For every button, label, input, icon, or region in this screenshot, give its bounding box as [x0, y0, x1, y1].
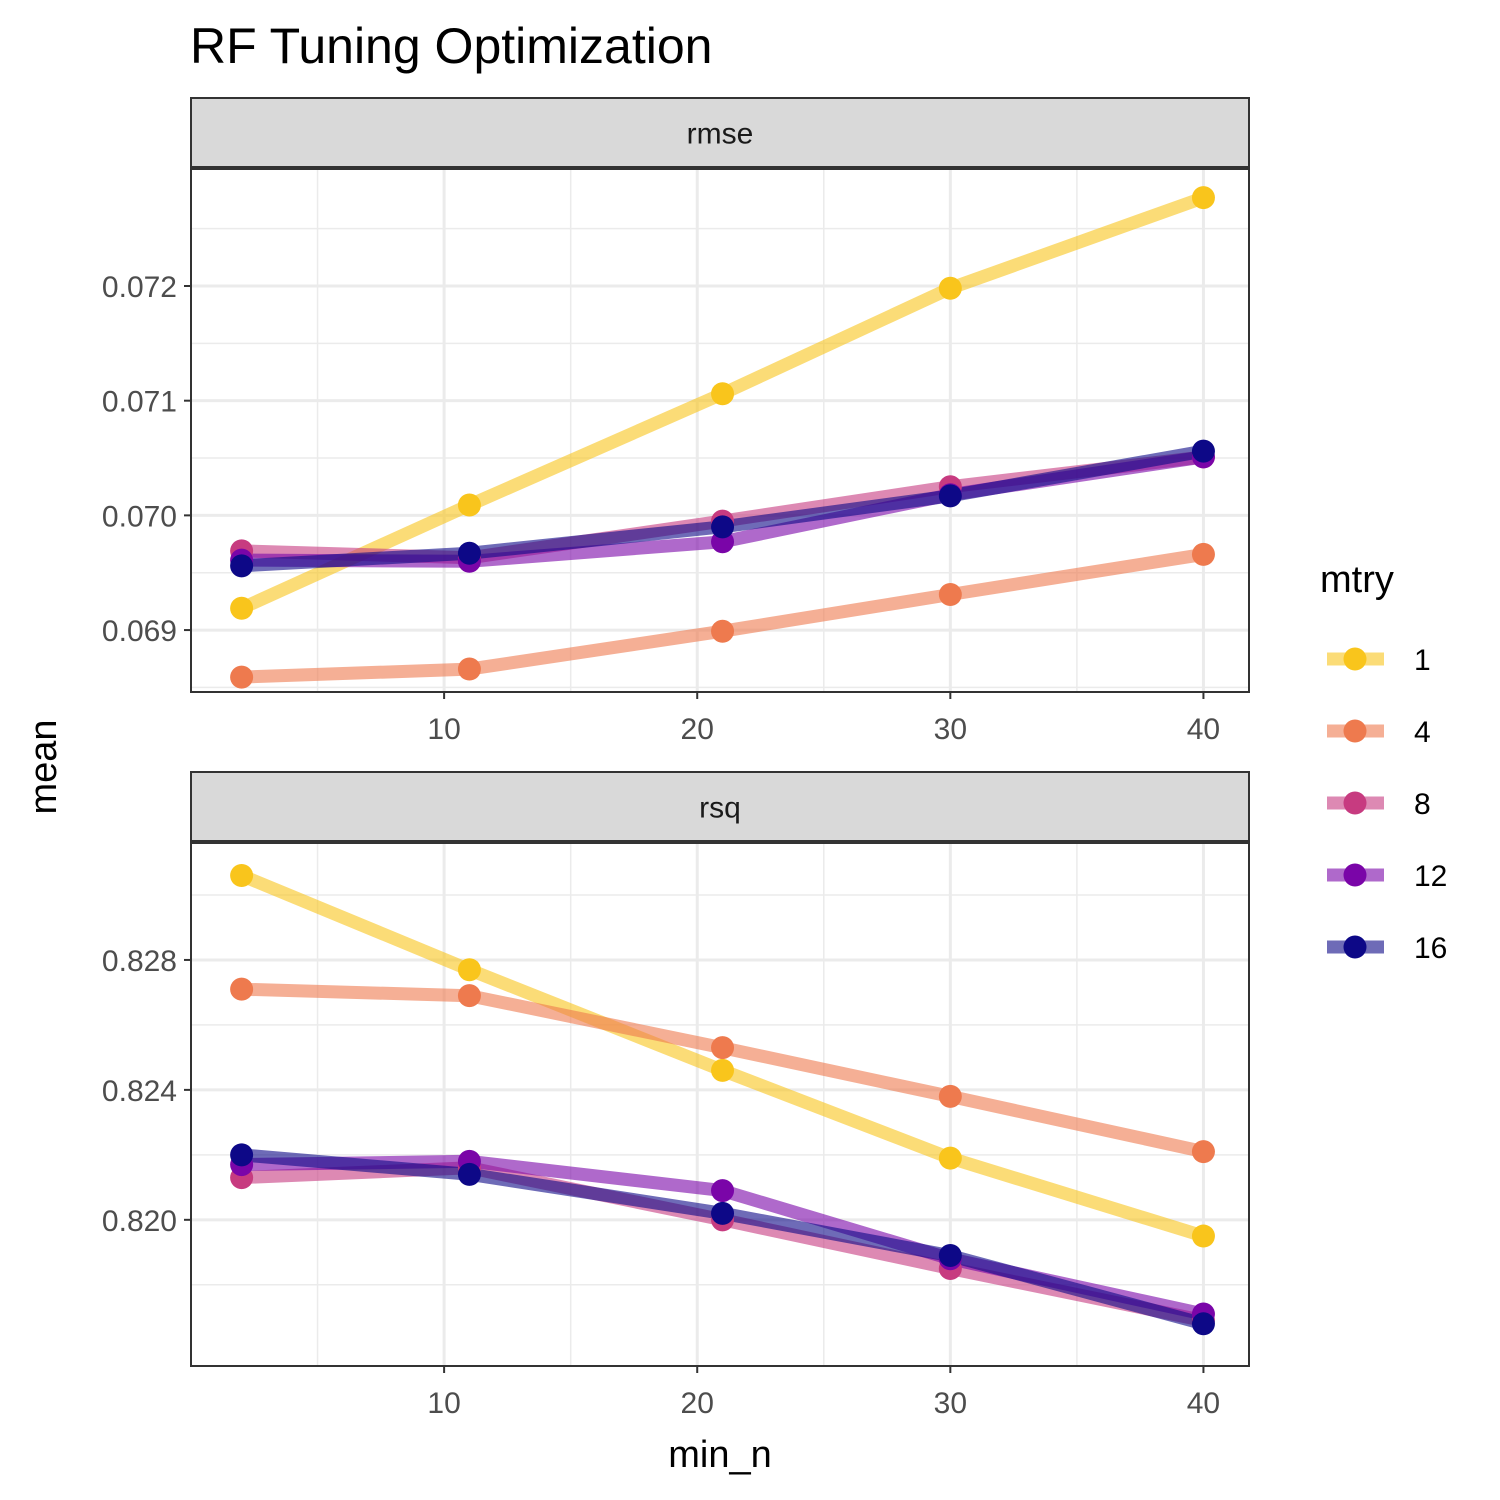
- data-point-mtry-4: [457, 984, 481, 1008]
- y-tick-label: 0.069: [102, 615, 177, 648]
- legend-label: 16: [1414, 932, 1447, 965]
- data-point-mtry-4: [457, 657, 481, 681]
- data-point-mtry-4: [1191, 542, 1215, 566]
- facet-strip: [190, 97, 1250, 168]
- legend-label: 1: [1414, 644, 1431, 677]
- data-point-mtry-1: [711, 1058, 735, 1082]
- data-point-mtry-16: [711, 515, 735, 539]
- data-point-mtry-1: [1191, 1224, 1215, 1248]
- legend-key-point: [1343, 719, 1367, 743]
- data-point-mtry-4: [938, 583, 962, 607]
- y-tick-label: 0.820: [102, 1205, 177, 1238]
- data-point-mtry-1: [938, 1146, 962, 1170]
- legend-label: 4: [1414, 716, 1431, 749]
- facet-panel-rsq: rsq 0.820 0.824 0.828 10 20 30 40: [102, 771, 1250, 1420]
- data-point-mtry-1: [938, 276, 962, 300]
- data-point-mtry-16: [711, 1201, 735, 1225]
- panel-border: [190, 842, 1250, 1367]
- data-point-mtry-12: [711, 1179, 735, 1203]
- legend-label: 8: [1414, 788, 1431, 821]
- data-point-mtry-16: [938, 484, 962, 508]
- x-axis-title: min_n: [668, 1434, 772, 1476]
- data-point-mtry-16: [938, 1244, 962, 1268]
- legend-key-point: [1343, 647, 1367, 671]
- legend: mtry 1 4 8 12 16: [1320, 559, 1447, 965]
- facet-strip-label: rmse: [687, 118, 754, 151]
- data-point-mtry-1: [711, 382, 735, 406]
- data-point-mtry-4: [711, 619, 735, 643]
- data-point-mtry-16: [1191, 1312, 1215, 1336]
- x-tick-label: 20: [681, 1387, 714, 1420]
- facet-strip: [190, 771, 1250, 842]
- y-tick-label: 0.072: [102, 271, 177, 304]
- data-point-mtry-4: [230, 665, 254, 689]
- data-point-mtry-16: [230, 554, 254, 578]
- x-tick-label: 40: [1187, 713, 1220, 746]
- legend-title: mtry: [1320, 559, 1394, 601]
- x-tick-label: 10: [427, 713, 460, 746]
- x-tick-label: 10: [427, 1387, 460, 1420]
- data-point-mtry-16: [457, 1162, 481, 1186]
- data-point-mtry-1: [457, 493, 481, 517]
- data-point-mtry-16: [230, 1143, 254, 1167]
- x-tick-label: 20: [681, 713, 714, 746]
- legend-item-mtry-12: 12: [1327, 860, 1447, 893]
- facet-panels: rmse 0.069 0.070 0.071 0.072 10 20 30 40 rsq 0.820…: [102, 97, 1250, 1420]
- data-point-mtry-4: [1191, 1140, 1215, 1164]
- data-point-mtry-1: [230, 863, 254, 887]
- panel-border: [190, 168, 1250, 693]
- facet-panel-rmse: rmse 0.069 0.070 0.071 0.072 10 20 30 40: [102, 97, 1250, 746]
- x-tick-label: 30: [934, 1387, 967, 1420]
- y-tick-label: 0.071: [102, 386, 177, 419]
- data-point-mtry-1: [1191, 186, 1215, 210]
- data-point-mtry-1: [457, 958, 481, 982]
- legend-item-mtry-8: 8: [1327, 788, 1431, 821]
- data-point-mtry-16: [1191, 439, 1215, 463]
- legend-label: 12: [1414, 860, 1447, 893]
- data-point-mtry-1: [230, 596, 254, 620]
- legend-item-mtry-4: 4: [1327, 716, 1431, 749]
- legend-key-point: [1343, 863, 1367, 887]
- y-tick-label: 0.824: [102, 1075, 177, 1108]
- legend-key-point: [1343, 935, 1367, 959]
- x-tick-label: 30: [934, 713, 967, 746]
- data-point-mtry-4: [938, 1084, 962, 1108]
- x-tick-label: 40: [1187, 1387, 1220, 1420]
- data-point-mtry-4: [230, 977, 254, 1001]
- data-point-mtry-4: [711, 1036, 735, 1060]
- legend-key-point: [1343, 791, 1367, 815]
- y-tick-label: 0.828: [102, 945, 177, 978]
- y-axis-title: mean: [23, 719, 65, 814]
- facet-strip-label: rsq: [699, 792, 741, 825]
- legend-item-mtry-16: 16: [1327, 932, 1447, 965]
- y-tick-label: 0.070: [102, 500, 177, 533]
- legend-item-mtry-1: 1: [1327, 644, 1431, 677]
- data-point-mtry-16: [457, 541, 481, 565]
- chart-title: RF Tuning Optimization: [190, 18, 712, 74]
